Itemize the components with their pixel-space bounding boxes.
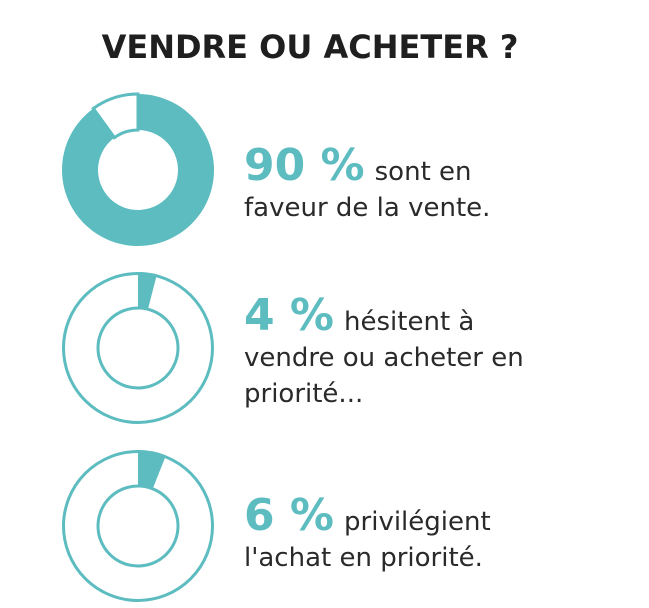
stat-text-line: privilégient bbox=[344, 507, 491, 537]
donut-inner-ring bbox=[96, 306, 180, 390]
donut-slice bbox=[138, 450, 166, 489]
donut-slice bbox=[138, 272, 157, 310]
donut-slice bbox=[61, 94, 215, 247]
stat-text-line: vendre ou acheter en bbox=[244, 343, 524, 373]
percent-value: 90 % bbox=[244, 140, 365, 191]
donut-slice-remainder bbox=[91, 92, 140, 140]
donut-inner-ring bbox=[96, 484, 180, 568]
page-title: VENDRE OU ACHETER ? bbox=[101, 28, 519, 66]
stat-row-hesitate: 4 % hésitent à vendre ou acheter en prior… bbox=[0, 270, 649, 430]
donut-chart-sale bbox=[61, 92, 215, 247]
stat-text-line: sont en bbox=[374, 157, 472, 187]
stat-text-line: faveur de la vente. bbox=[244, 193, 491, 223]
percent-value: 4 % bbox=[244, 290, 335, 341]
stat-label-hesitate: 4 % hésitent à vendre ou acheter en prior… bbox=[244, 294, 644, 412]
stat-row-sale: 90 % sont en faveur de la vente. bbox=[0, 92, 649, 252]
stat-text-line: l'achat en priorité. bbox=[244, 543, 483, 573]
donut-chart-purchase bbox=[62, 450, 214, 602]
percent-value: 6 % bbox=[244, 490, 335, 541]
stat-label-purchase: 6 % privilégient l'achat en priorité. bbox=[244, 494, 644, 576]
stat-row-purchase: 6 % privilégient l'achat en priorité. bbox=[0, 448, 649, 608]
donut-chart-hesitate bbox=[62, 272, 214, 424]
stat-text-line: priorité... bbox=[244, 379, 364, 409]
stat-text-line: hésitent à bbox=[344, 307, 475, 337]
stat-label-sale: 90 % sont en faveur de la vente. bbox=[244, 144, 644, 226]
